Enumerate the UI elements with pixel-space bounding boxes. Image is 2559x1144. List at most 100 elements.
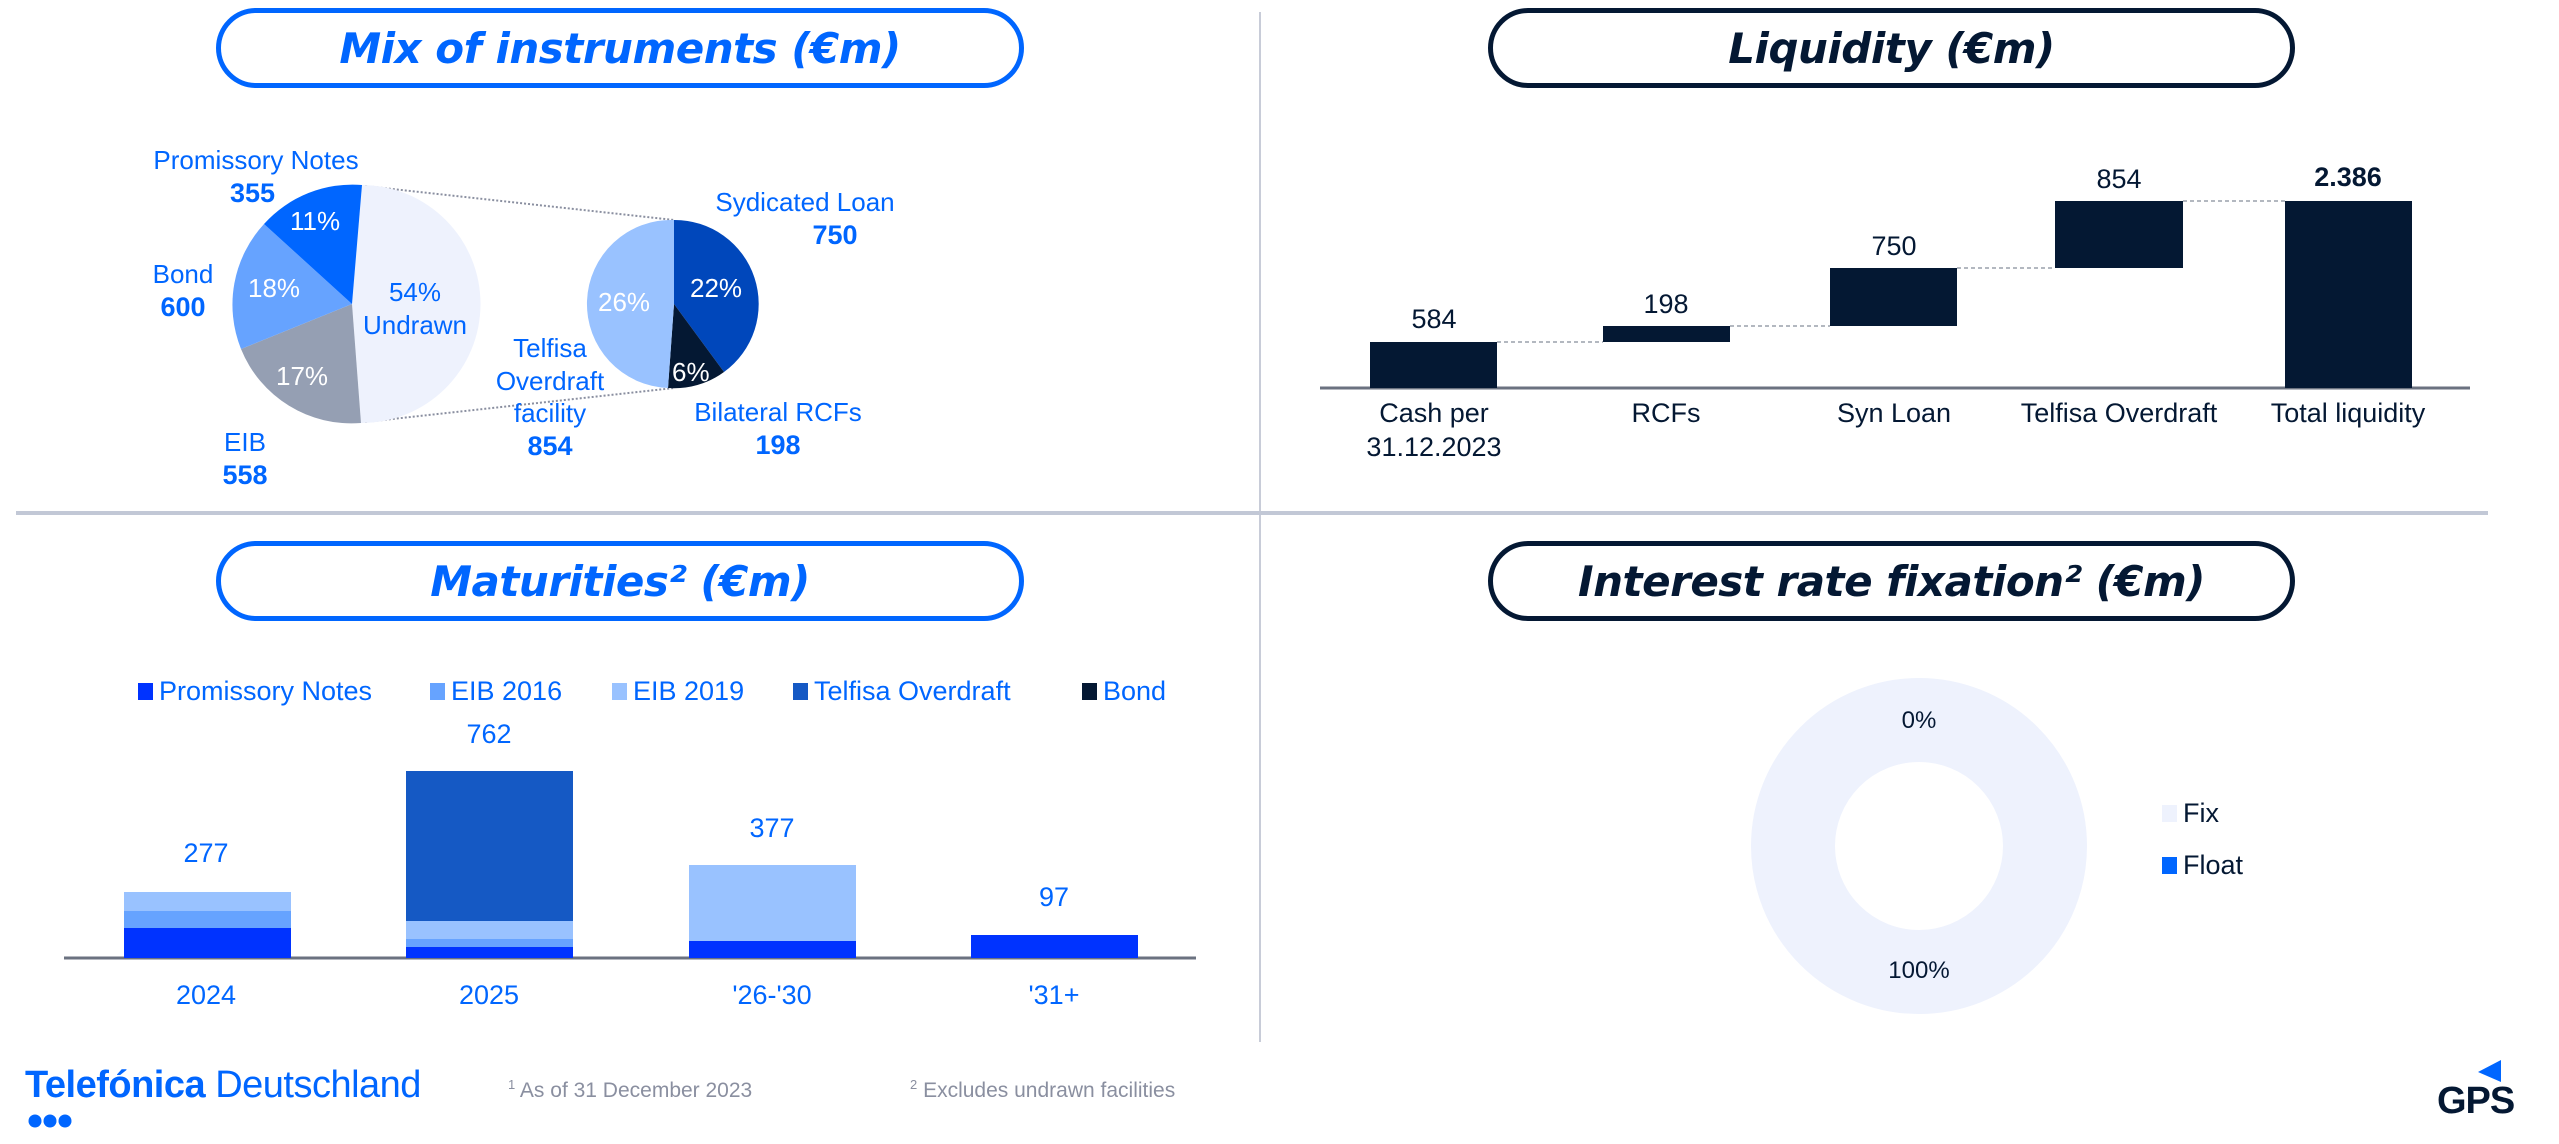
pct-bond: 18% — [248, 273, 301, 303]
legend-swatch-telfisa — [793, 683, 808, 700]
total-2025: 762 — [466, 719, 512, 749]
label-bond-name: Bond — [152, 259, 214, 289]
label-telfisa: Telfisa Overdraft facility 854 — [480, 332, 620, 463]
telefonica-dots-icon — [28, 1114, 72, 1128]
slice-eib — [241, 304, 361, 424]
liquidity-title: Liquidity (€m) — [1728, 23, 2055, 73]
total-2024: 277 — [183, 838, 229, 868]
pct-promissory: 11% — [290, 206, 341, 236]
wf-cat-cash-line2: 31.12.2023 — [1366, 431, 1502, 462]
footnote-1-text: As of 31 December 2023 — [519, 1079, 753, 1102]
total-31plus: 97 — [1038, 882, 1070, 912]
bar-cash — [1370, 342, 1497, 388]
legend-eib2016: EIB 2016 — [430, 676, 562, 707]
wf-cat-cash-line1: Cash per — [1379, 398, 1489, 428]
label-telfisa-name3: facility — [513, 398, 587, 428]
bar-rcfs — [1603, 326, 1730, 342]
footnote-2: 2 Excludes undrawn facilities — [910, 1077, 1175, 1103]
telefonica-logo: Telefónica Deutschland — [25, 1064, 421, 1107]
wf-value-cash: 584 — [1411, 304, 1457, 334]
legend-label-promissory: Promissory Notes — [159, 676, 373, 706]
undrawn-name: Undrawn — [362, 309, 468, 340]
total-2630: 377 — [749, 813, 795, 843]
bar-2630-promissory — [689, 941, 856, 958]
liquidity-waterfall-chart — [1320, 200, 2470, 390]
bar-2025-telfisa — [406, 771, 573, 921]
label-telfisa-value: 854 — [527, 430, 573, 461]
legend-label-bond: Bond — [1103, 676, 1167, 706]
pct-undrawn: 54% — [388, 277, 442, 307]
label-rcf-value: 198 — [755, 429, 801, 460]
bar-2025-eib2016 — [406, 939, 573, 947]
slice-undrawn — [352, 185, 481, 424]
slice-promissory — [264, 184, 362, 304]
bar-2025-eib2019 — [406, 921, 573, 939]
footnote-2-text: Excludes undrawn facilities — [923, 1079, 1176, 1102]
gps-arrow-icon — [2478, 1060, 2501, 1082]
legend-eib2019: EIB 2019 — [612, 676, 744, 707]
pct-undrawn-label: 54% Undrawn — [360, 276, 470, 341]
label-syn-value: 750 — [812, 219, 858, 250]
vertical-divider — [1259, 12, 1261, 1042]
interest-title-pill: Interest rate fixation² (€m) — [1488, 541, 2295, 621]
logo-brand-bold: Telefónica — [25, 1064, 206, 1106]
wf-value-syn: 750 — [1871, 231, 1917, 261]
slice-bond — [232, 224, 352, 349]
label-eib-name: EIB — [224, 427, 266, 457]
legend-swatch-fix — [2162, 805, 2177, 822]
wf-cat-syn: Syn Loan — [1836, 398, 1952, 428]
footnote-2-marker: 2 — [910, 1077, 918, 1092]
donut-fix-segment — [1751, 678, 2087, 1014]
cat-2630: '26-'30 — [732, 980, 812, 1010]
bar-31plus-promissory — [971, 935, 1138, 958]
mix-title-pill: Mix of instruments (€m) — [216, 8, 1024, 88]
bar-total — [2285, 201, 2412, 388]
legend-swatch-bond — [1082, 683, 1097, 700]
label-promissory-value: 355 — [230, 177, 276, 208]
legend-label-float: Float — [2183, 850, 2244, 880]
mix-title: Mix of instruments (€m) — [339, 23, 901, 73]
slice-rcf — [668, 304, 724, 389]
label-eib: EIB 558 — [200, 426, 290, 492]
bar-telfisa — [2055, 201, 2183, 268]
liquidity-title-pill: Liquidity (€m) — [1488, 8, 2295, 88]
bar-2024-promissory — [124, 928, 291, 958]
maturities-stacked-bar-chart — [64, 771, 1196, 960]
wf-value-total: 2.386 — [2314, 162, 2382, 192]
logo-brand-light: Deutschland — [215, 1064, 421, 1106]
mix-pie-chart — [232, 184, 759, 424]
maturities-title-pill: Maturities² (€m) — [216, 541, 1024, 621]
donut-fix-pct: 100% — [1888, 957, 1950, 984]
legend-fix: Fix — [2162, 798, 2219, 829]
pct-syn: 22% — [690, 273, 743, 303]
wf-cat-cash: Cash per 31.12.2023 — [1314, 397, 1554, 465]
slice-syn-loan — [674, 219, 759, 372]
interest-donut-chart — [1751, 678, 2087, 1014]
legend-label-eib2016: EIB 2016 — [451, 676, 563, 706]
cat-31plus: '31+ — [1028, 980, 1080, 1010]
label-bond: Bond 600 — [138, 258, 228, 324]
label-telfisa-name1: Telfisa — [513, 333, 587, 363]
label-promissory-name: Promissory Notes — [153, 145, 359, 175]
maturities-title: Maturities² (€m) — [430, 556, 810, 606]
legend-swatch-float — [2162, 857, 2177, 874]
wf-cat-total: Total liquidity — [2270, 398, 2426, 428]
legend-label-fix: Fix — [2183, 798, 2219, 828]
footnote-1-marker: 1 — [508, 1077, 516, 1092]
legend-swatch-eib2019 — [612, 683, 627, 700]
legend-label-eib2019: EIB 2019 — [633, 676, 745, 706]
wf-value-telfisa: 854 — [2096, 164, 2142, 194]
slice-telfisa — [586, 219, 674, 388]
label-promissory: Promissory Notes 355 — [146, 144, 366, 210]
wf-cat-telfisa: Telfisa Overdraft — [2020, 398, 2218, 428]
cat-2024: 2024 — [175, 980, 237, 1010]
legend-promissory: Promissory Notes — [138, 676, 372, 707]
label-eib-value: 558 — [222, 459, 268, 490]
wf-cat-rcfs: RCFs — [1631, 398, 1701, 428]
label-syn: Sydicated Loan 750 — [700, 186, 910, 252]
legend-bond: Bond — [1082, 676, 1166, 707]
label-rcf: Bilateral RCFs 198 — [688, 396, 868, 462]
donut-float-pct: 0% — [1901, 707, 1937, 734]
bar-syn-loan — [1830, 268, 1957, 326]
wf-value-rcfs: 198 — [1643, 289, 1689, 319]
